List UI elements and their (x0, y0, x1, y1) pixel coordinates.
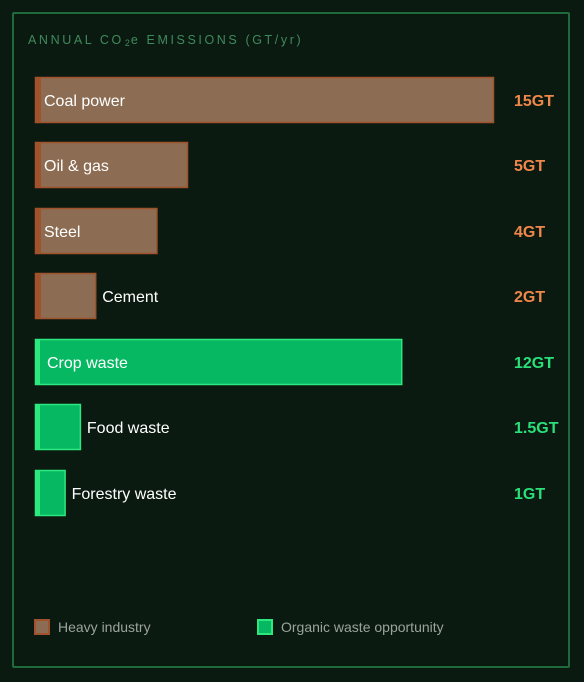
bar-accent-food-waste (35, 404, 40, 450)
bar-label-forestry-waste: Forestry waste (72, 486, 177, 503)
bar-label-food-waste: Food waste (87, 420, 170, 437)
bar-label-cement: Cement (102, 289, 159, 306)
value-label-coal-power: 15GT (514, 93, 554, 110)
bar-cement (34, 272, 97, 320)
bar-steel (34, 207, 158, 255)
legend-swatch-organic (257, 619, 273, 635)
bar-forestry-waste (34, 469, 66, 517)
legend-label-organic: Organic waste opportunity (281, 619, 444, 635)
bar-accent-cement (35, 273, 41, 319)
value-label-forestry-waste: 1GT (514, 486, 545, 503)
bar-accent-crop-waste (35, 339, 40, 385)
legend-item-industry: Heavy industry (34, 619, 151, 635)
value-label-food-waste: 1.5GT (514, 420, 559, 437)
bar-label-steel: Steel (44, 224, 80, 241)
value-label-crop-waste: 12GT (514, 355, 554, 372)
bar-label-crop-waste: Crop waste (47, 355, 128, 372)
legend-item-organic: Organic waste opportunity (257, 619, 444, 635)
bar-label-coal-power: Coal power (44, 93, 126, 110)
bar-accent-steel (35, 208, 41, 254)
value-label-oil-gas: 5GT (514, 158, 545, 175)
bar-oil-gas (34, 141, 189, 189)
chart-title: ANNUAL CO2e EMISSIONS (GT/yr) (28, 33, 304, 48)
value-label-steel: 4GT (514, 224, 545, 241)
bar-accent-oil-gas (35, 142, 41, 188)
legend-label-industry: Heavy industry (58, 619, 151, 635)
value-label-cement: 2GT (514, 289, 545, 306)
bar-label-oil-gas: Oil & gas (44, 158, 109, 175)
bar-accent-forestry-waste (35, 470, 40, 516)
legend-swatch-industry (34, 619, 50, 635)
bar-crop-waste (34, 338, 403, 386)
bar-food-waste (34, 403, 82, 451)
bar-accent-coal-power (35, 77, 41, 123)
